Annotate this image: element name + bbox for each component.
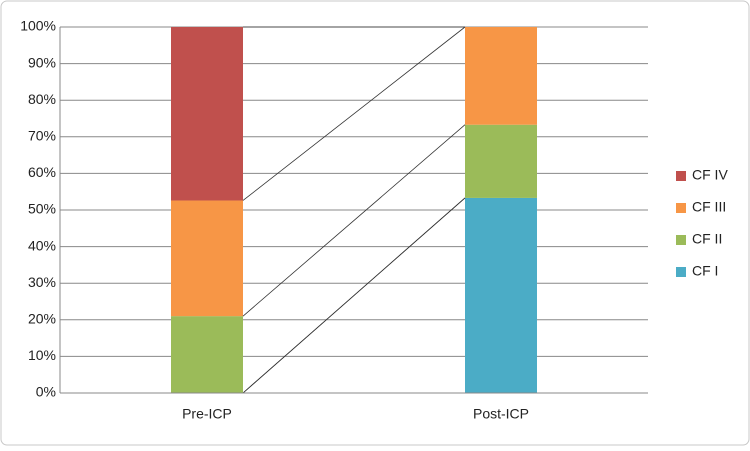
y-tick-label: 0% — [36, 384, 56, 400]
y-tick-label: 60% — [28, 164, 56, 180]
x-tick-label: Post-ICP — [473, 406, 529, 422]
legend-label: CF II — [692, 231, 722, 247]
y-tick-label: 80% — [28, 91, 56, 107]
legend-label: CF III — [692, 199, 726, 215]
y-tick-label: 30% — [28, 274, 56, 290]
legend-label: CF IV — [692, 167, 728, 183]
bar-segment — [171, 27, 243, 201]
legend-swatch — [676, 235, 686, 245]
bar-segment — [465, 124, 537, 198]
y-tick-label: 70% — [28, 128, 56, 144]
series-line — [242, 124, 466, 317]
y-tick-label: 10% — [28, 347, 56, 363]
legend-swatch — [676, 267, 686, 277]
bar-segment — [465, 27, 537, 125]
legend-label: CF I — [692, 263, 718, 279]
series-line — [242, 197, 466, 394]
y-tick-label: 100% — [20, 18, 56, 34]
bar-segment — [171, 316, 243, 393]
series-line — [242, 26, 466, 201]
y-tick-label: 20% — [28, 311, 56, 327]
legend-swatch — [676, 203, 686, 213]
y-tick-label: 90% — [28, 54, 56, 70]
bar-segment — [465, 197, 537, 393]
legend-swatch — [676, 171, 686, 181]
x-tick-label: Pre-ICP — [182, 406, 232, 422]
y-tick-label: 40% — [28, 237, 56, 253]
bar-segment — [171, 200, 243, 317]
y-tick-label: 50% — [28, 201, 56, 217]
